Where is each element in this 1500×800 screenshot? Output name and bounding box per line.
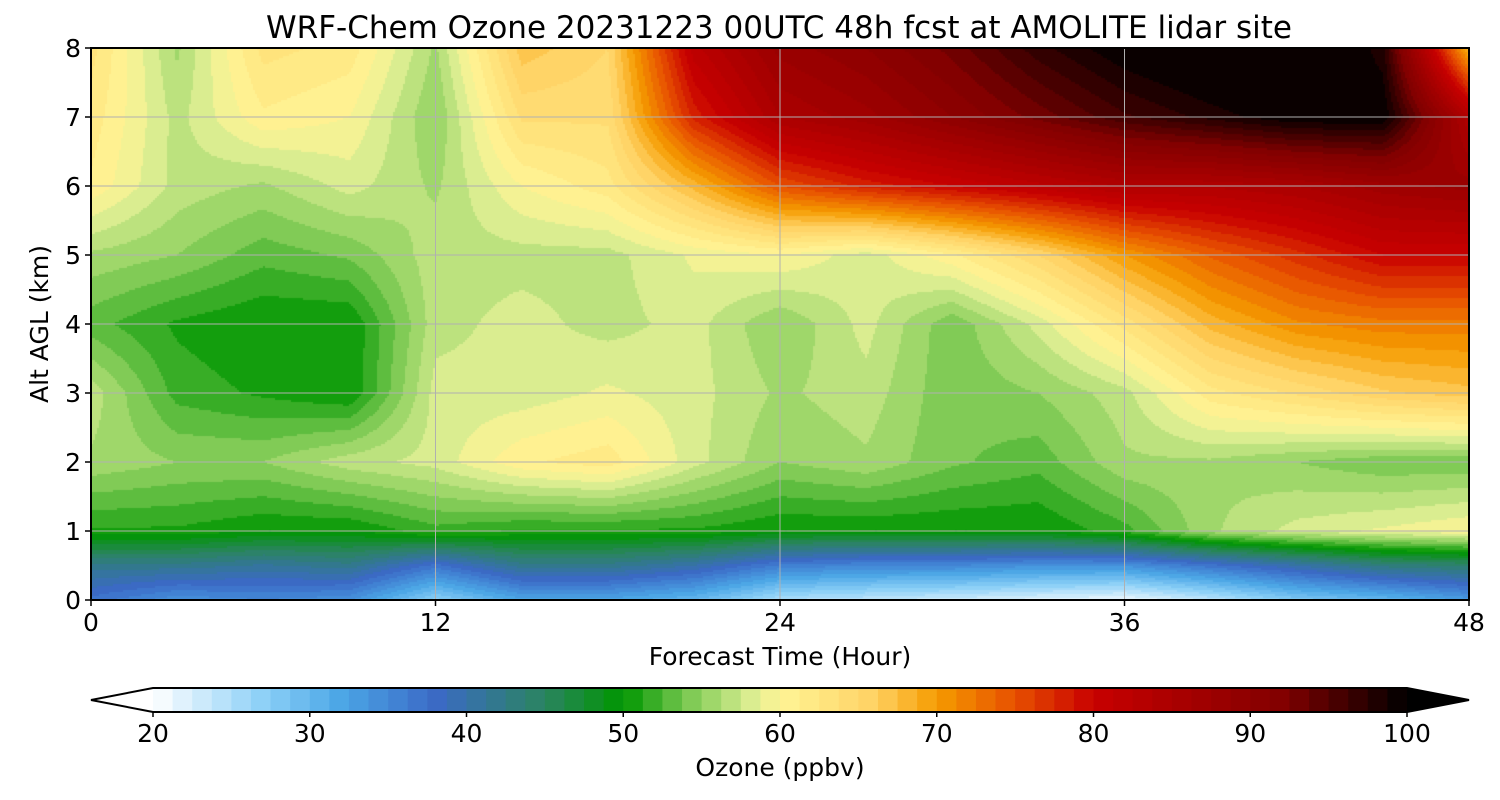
colorbar-swatch (525, 688, 546, 712)
colorbar-swatch (1191, 688, 1212, 712)
colorbar-swatch (838, 688, 859, 712)
y-tick-label: 3 (65, 379, 81, 408)
x-tick-label: 12 (420, 608, 452, 637)
colorbar-tick-label: 30 (294, 719, 326, 748)
colorbar-swatch (270, 688, 291, 712)
colorbar-swatch (956, 688, 977, 712)
colorbar-swatch (975, 688, 997, 712)
colorbar-swatch (721, 688, 742, 712)
colorbar-swatch (250, 688, 272, 712)
colorbar-label: Ozone (ppbv) (695, 753, 864, 782)
colorbar-tick-label: 70 (921, 719, 953, 748)
colorbar-swatch (1250, 688, 1271, 712)
colorbar-swatch (1269, 688, 1291, 712)
colorbar-swatch (1328, 688, 1349, 712)
colorbar-swatch (466, 688, 487, 712)
colorbar-swatch (858, 688, 879, 712)
colorbar-swatch (544, 688, 566, 712)
colorbar-swatch (623, 688, 644, 712)
colorbar-swatch (917, 688, 938, 712)
colorbar-swatch (662, 688, 683, 712)
colorbar-swatch (1015, 688, 1036, 712)
colorbar-swatch (1309, 688, 1330, 712)
colorbar-swatch (682, 688, 703, 712)
colorbar-swatch (1073, 688, 1095, 712)
colorbar-swatch (819, 688, 840, 712)
colorbar-tick-label: 20 (137, 719, 169, 748)
x-tick-label: 0 (83, 608, 99, 637)
colorbar-swatch (231, 688, 252, 712)
y-axis-ticks: 0 1 2 3 4 5 6 7 8 (65, 34, 91, 615)
chart-title-group: WRF-Chem Ozone 20231223 00UTC 48h fcst a… (266, 10, 1292, 46)
colorbar-swatch (1171, 688, 1193, 712)
colorbar-swatch (780, 688, 801, 712)
colorbar-swatch (936, 688, 957, 712)
colorbar-tick-label: 40 (451, 719, 483, 748)
x-tick-label: 36 (1109, 608, 1141, 637)
chart-title: WRF-Chem Ozone 20231223 00UTC 48h fcst a… (266, 10, 1292, 46)
colorbar-swatch (740, 688, 762, 712)
x-axis-label: Forecast Time (Hour) (649, 642, 912, 671)
y-tick-label: 7 (65, 103, 81, 132)
colorbar-swatch (897, 688, 918, 712)
colorbar-swatch (642, 688, 664, 712)
y-tick-label: 5 (65, 241, 81, 270)
colorbar-extend-high (1407, 688, 1469, 712)
y-tick-label: 4 (65, 310, 81, 339)
colorbar-swatch (877, 688, 899, 712)
colorbar-extend-low (91, 688, 153, 712)
colorbar-swatch (1054, 688, 1075, 712)
colorbar-swatch (1348, 688, 1369, 712)
colorbar-swatch (211, 688, 232, 712)
colorbar-swatch (290, 688, 311, 712)
colorbar-swatch (388, 688, 409, 712)
x-axis-ticks: 0 12 24 36 48 (83, 600, 1485, 637)
colorbar-swatch (505, 688, 526, 712)
colorbar-swatch (1034, 688, 1055, 712)
colorbar: 20 30 40 50 60 70 80 90 100 (90, 687, 1470, 748)
colorbar-tick-label: 50 (607, 719, 639, 748)
colorbar-swatch (192, 688, 213, 712)
colorbar-tick-label: 100 (1383, 719, 1431, 748)
colorbar-swatch (760, 688, 781, 712)
colorbar-swatch (564, 688, 585, 712)
colorbar-swatch (309, 688, 330, 712)
colorbar-swatch (1289, 688, 1310, 712)
colorbar-swatch (153, 688, 174, 712)
colorbar-swatch (368, 688, 389, 712)
colorbar-tick-label: 80 (1078, 719, 1110, 748)
colorbar-swatch (329, 688, 350, 712)
y-tick-label: 8 (65, 34, 81, 63)
colorbar-swatch (407, 688, 428, 712)
colorbar-swatch (348, 688, 370, 712)
y-tick-label: 0 (65, 586, 81, 615)
colorbar-swatch (603, 688, 624, 712)
colorbar-swatch (172, 688, 193, 712)
colorbar-swatch (1230, 688, 1251, 712)
colorbar-swatch (701, 688, 722, 712)
colorbar-swatch (1113, 688, 1134, 712)
colorbar-swatch (799, 688, 820, 712)
colorbar-swatch (1211, 688, 1232, 712)
colorbar-swatch (1367, 688, 1389, 712)
colorbar-tick-label: 90 (1234, 719, 1266, 748)
colorbar-tick-label: 60 (764, 719, 796, 748)
colorbar-swatch (1132, 688, 1153, 712)
colorbar-swatch (446, 688, 468, 712)
y-tick-label: 6 (65, 172, 81, 201)
x-tick-label: 48 (1453, 608, 1485, 637)
colorbar-swatch (1152, 688, 1173, 712)
y-tick-label: 2 (65, 448, 81, 477)
colorbar-swatch (584, 688, 605, 712)
y-tick-label: 1 (65, 517, 81, 546)
x-tick-label: 24 (764, 608, 796, 637)
colorbar-swatch (995, 688, 1016, 712)
colorbar-swatch (1093, 688, 1114, 712)
colorbar-swatch (1387, 688, 1408, 712)
colorbar-swatch (427, 688, 448, 712)
colorbar-swatch (486, 688, 507, 712)
y-axis-label: Alt AGL (km) (25, 245, 54, 403)
